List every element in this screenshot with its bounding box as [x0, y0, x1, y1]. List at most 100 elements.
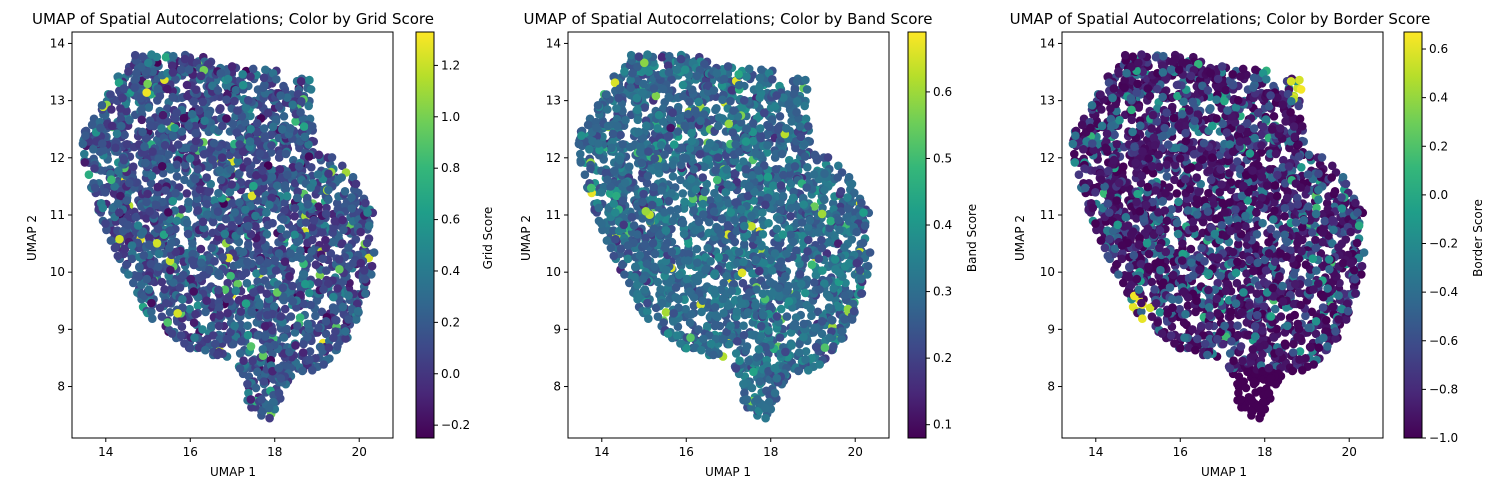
scatter-point: [223, 74, 233, 84]
scatter-point: [699, 334, 708, 344]
scatter-point: [283, 93, 292, 102]
scatter-point: [824, 303, 834, 312]
scatter-point: [127, 241, 137, 250]
scatter-point: [340, 187, 350, 196]
scatter-point: [685, 144, 695, 153]
scatter-point: [183, 204, 193, 213]
scatter-point: [766, 255, 775, 265]
scatter-point: [774, 283, 784, 293]
scatter-point: [139, 251, 149, 260]
scatter-point: [666, 123, 675, 133]
scatter-point: [792, 77, 802, 86]
scatter-point: [185, 154, 195, 163]
scatter-point: [142, 274, 152, 284]
scatter-point: [294, 162, 304, 171]
scatter-point: [169, 51, 178, 61]
scatter-point: [847, 179, 857, 189]
scatter-point: [256, 285, 265, 294]
scatter-point: [344, 315, 353, 324]
scatter-point: [227, 221, 237, 230]
scatter-point: [160, 140, 170, 150]
scatter-point: [807, 260, 817, 270]
scatter-point: [270, 255, 280, 265]
scatter-point: [776, 304, 786, 314]
scatter-point: [687, 128, 696, 138]
scatter-point: [356, 258, 366, 268]
scatter-point: [198, 271, 208, 280]
scatter-point: [242, 278, 252, 288]
scatter-point: [761, 413, 770, 423]
scatter-point: [236, 226, 245, 236]
scatter-point: [101, 219, 110, 228]
scatter-point: [679, 204, 689, 213]
scatter-point: [214, 285, 223, 295]
scatter-point: [280, 304, 290, 314]
scatter-point: [764, 218, 773, 228]
axes-frame: [71, 31, 394, 439]
scatter-point: [704, 217, 714, 227]
scatter-point: [338, 302, 348, 312]
scatter-point: [143, 189, 152, 199]
scatter-point: [228, 198, 237, 208]
scatter-point: [332, 316, 341, 325]
scatter-point: [606, 243, 616, 253]
scatter-point: [691, 185, 701, 194]
scatter-point: [672, 65, 682, 74]
scatter-point: [360, 274, 370, 284]
scatter-point: [319, 360, 329, 369]
scatter-point: [190, 121, 200, 131]
scatter-point: [618, 140, 628, 149]
scatter-point: [721, 187, 730, 197]
scatter-point: [102, 225, 111, 235]
scatter-point: [729, 279, 738, 289]
scatter-point: [698, 199, 708, 209]
scatter-point: [301, 279, 310, 289]
scatter-point: [226, 271, 235, 281]
scatter-point: [290, 203, 300, 213]
scatter-point: [251, 222, 260, 231]
scatter-point: [187, 109, 197, 119]
y-tick-label: 14: [50, 36, 65, 50]
scatter-point: [844, 172, 854, 182]
scatter-point: [172, 216, 182, 226]
scatter-point: [656, 285, 665, 294]
scatter-point: [267, 172, 277, 182]
scatter-point: [603, 121, 613, 131]
scatter-point: [743, 308, 753, 317]
scatter-point: [278, 283, 288, 293]
scatter-point: [795, 339, 804, 349]
scatter-point: [585, 145, 594, 154]
scatter-point: [144, 285, 154, 294]
scatter-point: [751, 149, 761, 158]
scatter-point: [610, 78, 620, 87]
scatter-point: [193, 301, 203, 311]
scatter-point: [158, 110, 168, 120]
scatter-point: [123, 220, 132, 230]
x-axis-label: UMAP 1: [210, 465, 256, 479]
scatter-point: [201, 307, 210, 317]
scatter-point: [157, 277, 167, 287]
scatter-point: [113, 199, 123, 208]
scatter-point: [180, 175, 189, 185]
scatter-point: [802, 85, 812, 94]
scatter-point: [110, 243, 120, 253]
scatter-point: [803, 222, 813, 232]
scatter-point: [334, 255, 344, 264]
scatter-point: [722, 165, 731, 174]
scatter-point: [633, 62, 642, 72]
scatter-point: [141, 158, 150, 168]
scatter-point: [245, 137, 255, 146]
scatter-point: [288, 100, 298, 109]
scatter-point: [615, 84, 625, 93]
scatter-point: [313, 278, 323, 287]
scatter-point: [828, 316, 837, 325]
scatter-point: [243, 257, 252, 267]
scatter-point: [135, 262, 144, 272]
scatter-point: [233, 156, 243, 166]
scatter-point: [296, 108, 305, 117]
scatter-point: [130, 50, 140, 60]
scatter-point: [834, 161, 843, 171]
chart-title: UMAP of Spatial Autocorrelations; Color …: [32, 10, 434, 28]
